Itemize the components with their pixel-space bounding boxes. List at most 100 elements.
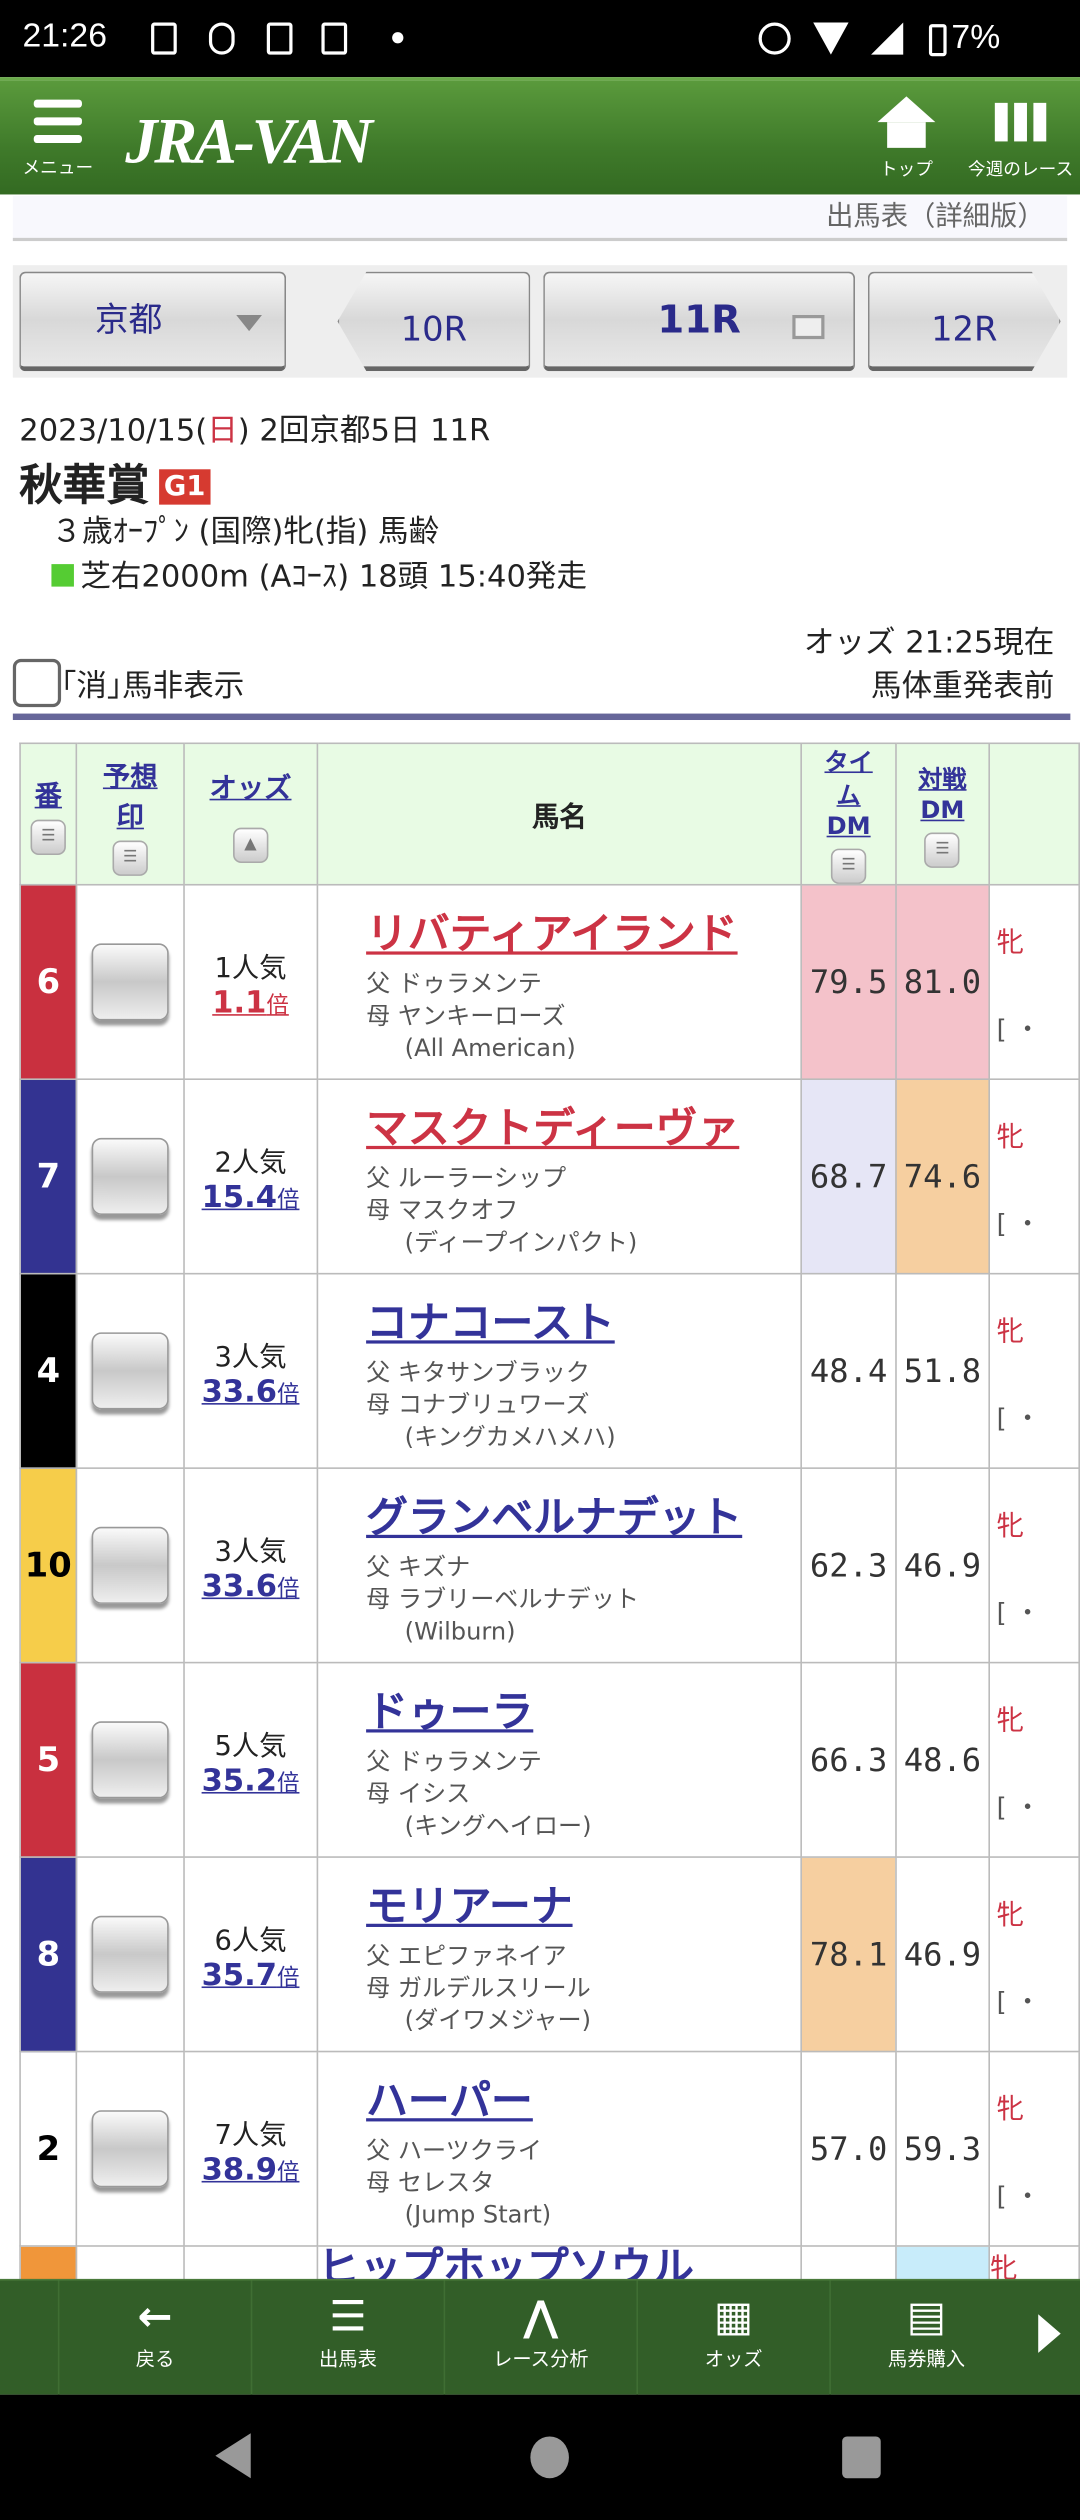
vs-dm: 46.9 — [894, 1467, 991, 1664]
copy-icon — [792, 315, 825, 340]
bottom-nav-label: 馬券購入 — [887, 2348, 966, 2371]
sire: 父 キズナ — [366, 1551, 471, 1581]
race-course: 芝右2000m (Aｺｰｽ) 18頭 15:40発走 — [51, 553, 587, 596]
list-icon: ☰ — [329, 2293, 367, 2342]
extra-cell: 牝 [ ・ — [988, 1078, 1080, 1275]
hide-scratched-toggle[interactable]: ｢消｣馬非表示 — [12, 658, 245, 708]
mark-cell — [75, 1078, 185, 1275]
scroll-right-icon[interactable] — [1038, 2314, 1061, 2353]
bottom-nav-list[interactable]: ☰ 出馬表 — [250, 2280, 444, 2397]
odds-link[interactable]: 15.4倍 — [201, 1178, 300, 1215]
vs-dm: 46.9 — [894, 1856, 991, 2053]
horse-name-link[interactable]: ハーパー — [366, 2077, 533, 2126]
more-dot-icon — [392, 32, 404, 44]
menu-button[interactable]: メニュー — [16, 99, 100, 180]
bracket-text: [ ・ — [996, 1596, 1041, 1628]
weight-status: 馬体重発表前 — [871, 668, 1055, 704]
odds-link[interactable]: 38.9倍 — [201, 2151, 300, 2187]
dam: 母 ラブリーベルナデット — [366, 1583, 639, 1613]
bottom-nav-label: レース分析 — [493, 2348, 589, 2371]
prediction-mark-button[interactable] — [91, 1137, 169, 1216]
odds-link[interactable]: 35.7倍 — [201, 1956, 300, 1993]
odds-link[interactable]: 33.6倍 — [201, 1373, 300, 1409]
odds-cell: 3人気 33.6倍 — [183, 1467, 318, 1664]
venue-select[interactable]: 京都 — [19, 271, 287, 372]
top-label: トップ — [879, 159, 933, 181]
table-row: 8 6人気 35.7倍 モリアーナ父 エピファネイア母 ガルデルスリール (ダイワメ… — [19, 1856, 1080, 2053]
sex: 牝 — [996, 1315, 1024, 1348]
table-row: 7 2人気 15.4倍 マスクトディーヴァ父 ルーラーシップ母 マスクオフ (ディー… — [19, 1078, 1080, 1275]
horse-name-link[interactable]: リバティアイランド — [366, 910, 738, 959]
damsire: (キングカメハメハ) — [404, 1421, 616, 1451]
horse-number: 6 — [19, 883, 78, 1081]
weekday: 日 — [207, 413, 238, 449]
current-race-label: 11R — [657, 297, 741, 343]
prediction-mark-button[interactable] — [91, 1526, 169, 1604]
back-icon[interactable] — [215, 2433, 251, 2479]
battery-icon — [928, 24, 947, 57]
app-icon — [208, 22, 235, 55]
sort-icon[interactable]: ☰ — [30, 819, 66, 856]
prediction-mark-button[interactable] — [91, 1721, 169, 1799]
vs-dm: 59.3 — [894, 2050, 991, 2247]
sort-icon[interactable]: ☰ — [112, 839, 148, 876]
bottom-nav-ticket[interactable]: ▤ 馬券購入 — [829, 2280, 1022, 2397]
prev-race-label: 10R — [400, 310, 468, 349]
prediction-mark-button[interactable] — [91, 1332, 169, 1410]
horse-number: 7 — [19, 1078, 78, 1275]
popularity: 5人気 — [214, 1730, 287, 1763]
jra-van-logo[interactable]: JRA-VAN — [125, 104, 372, 177]
name-cell: ハーパー父 ハーツクライ母 セレスタ (Jump Start) — [316, 2050, 803, 2247]
horse-name-link[interactable]: グランベルナデット — [366, 1493, 743, 1543]
mark-cell — [75, 1661, 185, 1858]
horse-name-link[interactable]: モリアーナ — [366, 1882, 573, 1931]
name-cell: モリアーナ父 エピファネイア母 ガルデルスリール (ダイワメジャー) — [316, 1856, 803, 2053]
popularity: 7人気 — [214, 2119, 287, 2152]
odds-link[interactable]: 33.6倍 — [201, 1567, 300, 1604]
horse-name-link[interactable]: マスクトディーヴァ — [366, 1104, 740, 1154]
home-icon[interactable] — [530, 2436, 569, 2479]
sort-icon[interactable]: ☰ — [830, 848, 867, 884]
extra-cell: 牝 [ ・ — [988, 1272, 1080, 1469]
prediction-mark-button[interactable] — [91, 1915, 169, 1993]
bottom-nav-chart[interactable]: ⋀ レース分析 — [443, 2280, 637, 2397]
horse-number: 4 — [19, 1272, 78, 1469]
hide-scratched-checkbox[interactable] — [12, 658, 62, 708]
time-dm: 79.5 — [800, 883, 897, 1081]
odds-cell: 1人気 1.1倍 — [183, 883, 318, 1081]
bottom-nav-grid[interactable]: ▦ オッズ — [636, 2280, 829, 2397]
prev-race-button[interactable]: 10R — [337, 271, 531, 372]
top-button[interactable]: トップ — [865, 90, 949, 182]
bottom-nav-arrow-left[interactable]: ← 戻る — [57, 2280, 251, 2397]
sort-icon[interactable]: ☰ — [924, 831, 961, 868]
prediction-mark-button[interactable] — [91, 2110, 169, 2188]
odds-cell: 7人気 38.9倍 — [183, 2050, 318, 2247]
next-race-button[interactable]: 12R — [868, 272, 1061, 372]
horse-name-link[interactable]: ドゥーラ — [366, 1688, 534, 1737]
damsire: (All American) — [404, 1032, 576, 1062]
current-race-button[interactable]: 11R — [543, 271, 856, 372]
sort-time-dm-link[interactable]: タイムDM — [824, 747, 873, 841]
sort-num-link[interactable]: 番 — [34, 781, 62, 814]
sort-vs-dm-link[interactable]: 対戦DM — [918, 764, 967, 824]
recents-icon[interactable] — [842, 2436, 881, 2479]
sort-mark-link[interactable]: 予想印 — [102, 760, 158, 834]
damsire: (Wilburn) — [404, 1615, 516, 1645]
odds-link[interactable]: 1.1倍 — [212, 984, 289, 1020]
dam: 母 マスクオフ — [366, 1194, 519, 1224]
vs-dm: 48.6 — [894, 1661, 991, 1858]
page-subtitle: 出馬表（詳細版） — [12, 196, 1068, 242]
sort-ascending-icon[interactable]: ▲ — [232, 827, 269, 864]
odds-cell: 5人気 35.2倍 — [183, 1661, 318, 1858]
extra-cell: 牝 [ ・ — [988, 2050, 1080, 2247]
damsire: (キングヘイロー) — [404, 1810, 592, 1840]
sort-odds-link[interactable]: オッズ — [209, 773, 292, 806]
this-week-races-button[interactable]: 今週のレース — [961, 90, 1080, 182]
prediction-mark-button[interactable] — [91, 943, 169, 1021]
status-time: 21:26 — [22, 17, 107, 55]
race-title: 秋華賞 G1 — [19, 450, 211, 513]
grade-badge: G1 — [159, 469, 211, 505]
hide-scratched-label: ｢消｣馬非表示 — [61, 667, 245, 704]
horse-name-link[interactable]: コナコースト — [366, 1299, 615, 1348]
odds-link[interactable]: 35.2倍 — [201, 1762, 300, 1798]
